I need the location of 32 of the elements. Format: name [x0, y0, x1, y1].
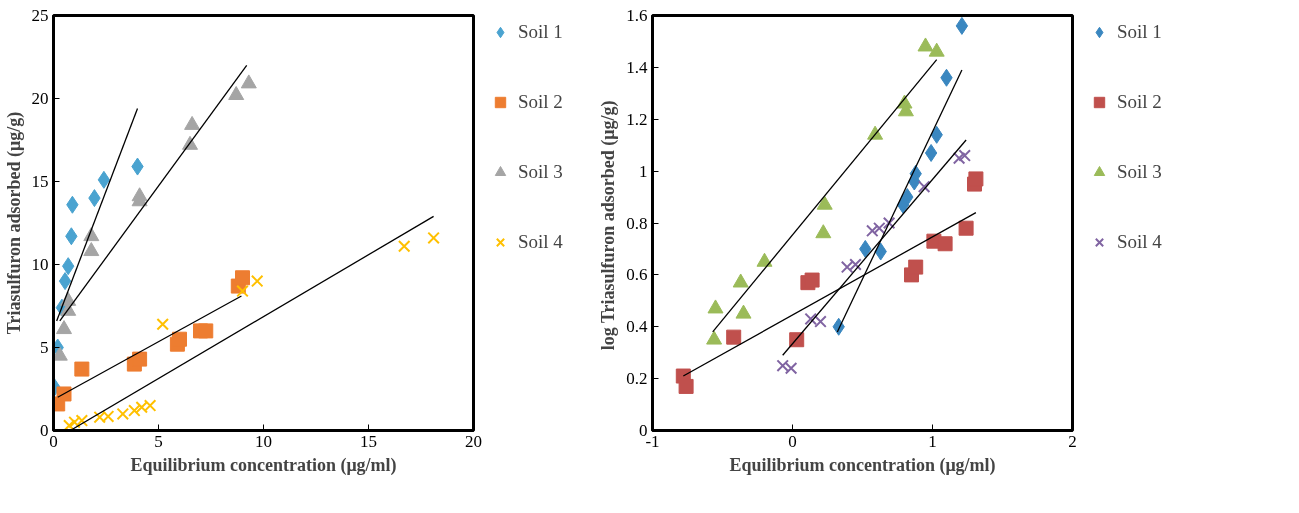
y-axis-title: log Triasulfuron adsorbed (μg/g)	[598, 100, 620, 351]
legend-label: Soil 3	[518, 161, 564, 183]
y-tick-label: 1.6	[626, 6, 648, 25]
legend-label: Soil 4	[1117, 231, 1163, 253]
y-tick-label: 10	[31, 255, 49, 274]
legend-label: Soil 1	[518, 21, 564, 43]
y-tick-label: 1.2	[626, 109, 648, 129]
y-tick-label: 5	[40, 338, 49, 357]
x-axis-title: Equilibrium concentration (μg/ml)	[729, 454, 996, 476]
y-tick-label: 0.4	[626, 317, 648, 337]
y-axis-title: Triasulfuron adsorbed (μg/g)	[3, 111, 25, 335]
legend-label: Soil 2	[518, 91, 564, 113]
y-tick-label: 15	[31, 172, 49, 191]
x-tick-label: 10	[255, 431, 272, 451]
x-tick-label: 1	[928, 431, 937, 451]
legend-label: Soil 2	[1117, 91, 1163, 113]
x-tick-label: 20	[465, 431, 482, 451]
legend-label: Soil 3	[1117, 161, 1163, 183]
y-tick-label: 1.4	[626, 57, 648, 77]
legend-label: Soil 1	[1117, 21, 1163, 43]
y-tick-label: 20	[31, 89, 49, 108]
y-tick-label: 0.8	[626, 213, 648, 233]
legend-label: Soil 4	[518, 231, 564, 253]
y-tick-label: 0.6	[626, 265, 648, 285]
x-tick-label: 0	[788, 431, 797, 451]
x-axis-title: Equilibrium concentration (μg/ml)	[130, 454, 397, 476]
x-tick-label: 2	[1068, 431, 1077, 451]
y-tick-label: 0.2	[626, 369, 648, 389]
y-tick-label: 1	[639, 161, 648, 181]
y-tick-label: 25	[31, 6, 49, 25]
x-tick-label: 15	[360, 431, 377, 451]
x-tick-label: 5	[154, 431, 163, 451]
